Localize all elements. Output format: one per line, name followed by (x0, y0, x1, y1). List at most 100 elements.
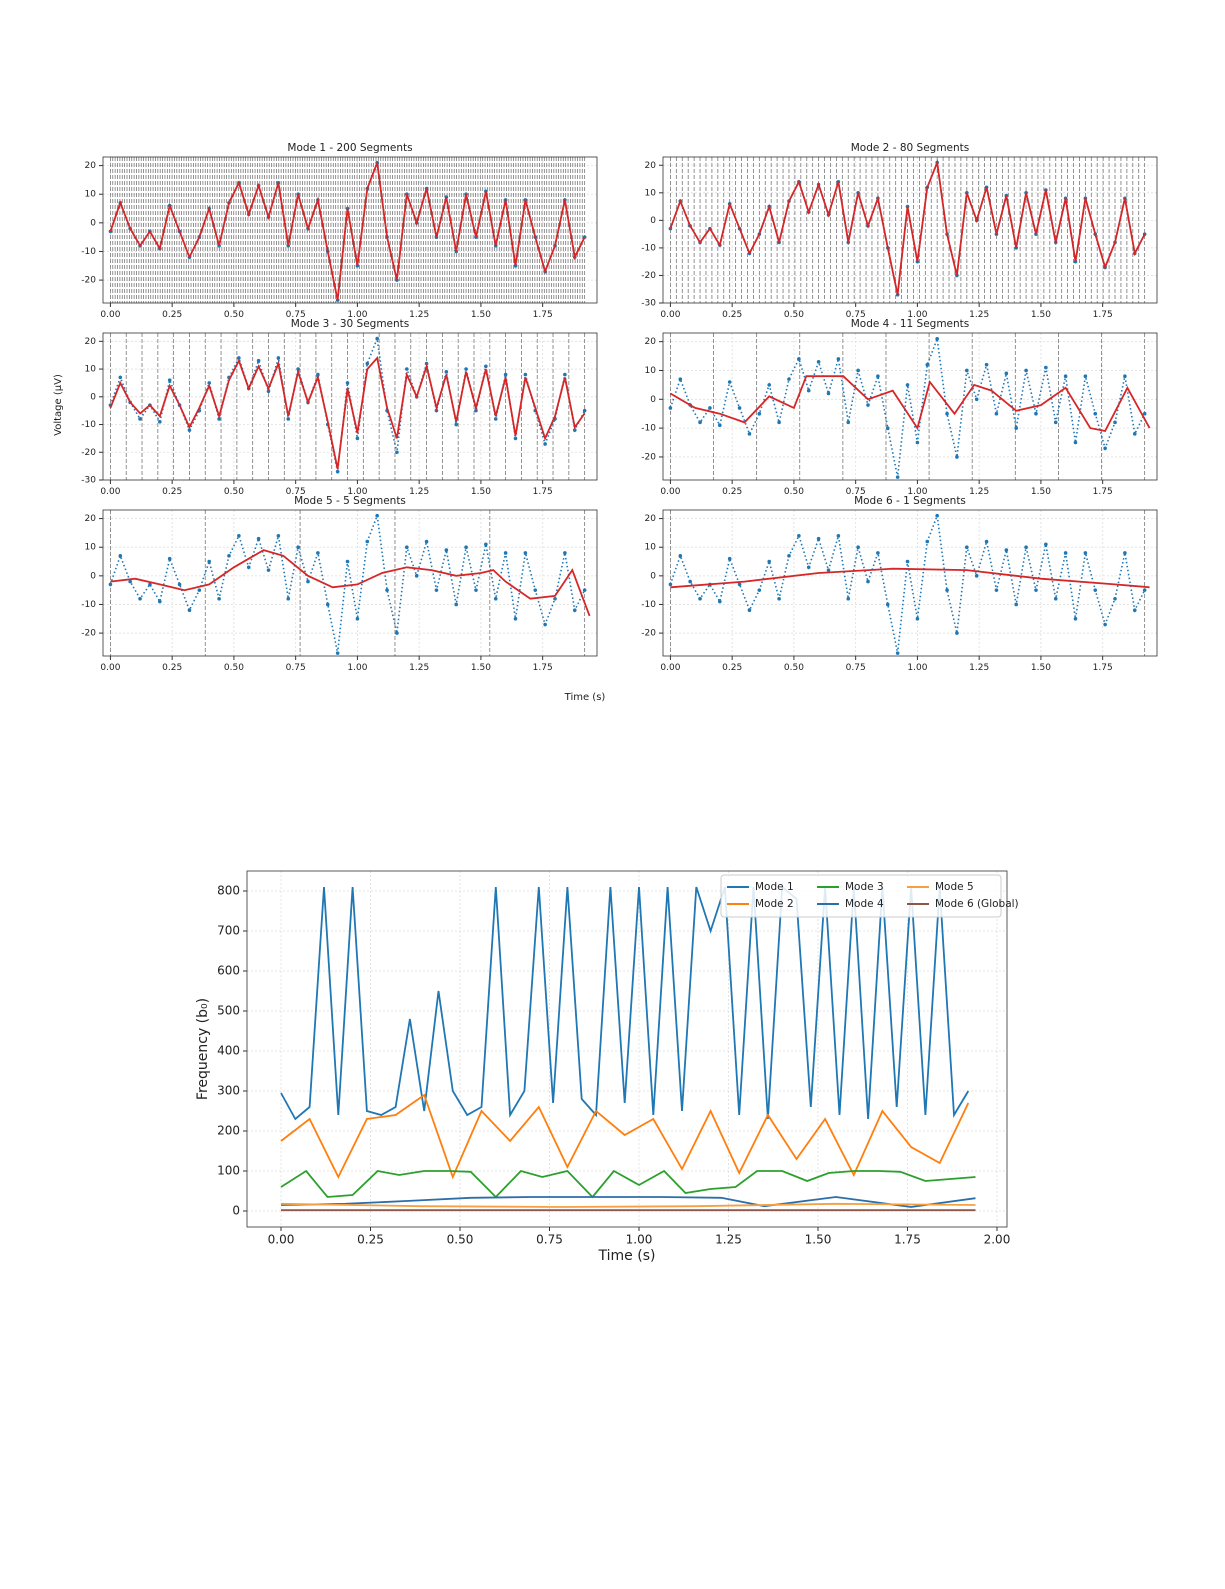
signal-point (464, 545, 468, 550)
signal-point (246, 565, 251, 570)
y-tick-label: 20 (645, 514, 657, 524)
y-tick-label: -20 (81, 276, 96, 286)
signal-point (915, 440, 920, 445)
x-tick-label: 0.50 (784, 663, 804, 673)
signal-point (582, 408, 587, 413)
panel-title: Mode 1 - 200 Segments (287, 142, 412, 154)
panel-title: Mode 3 - 30 Segments (291, 318, 410, 330)
y-tick-label: 100 (217, 1164, 240, 1178)
legend-label: Mode 2 (755, 898, 794, 910)
axes-frame (102, 156, 598, 304)
x-tick-label: 0.00 (100, 487, 120, 497)
signal-point (965, 545, 969, 550)
fit-line (109, 162, 586, 301)
x-tick-label: 1.00 (907, 310, 927, 320)
fit-line (669, 158, 1146, 295)
y-tick-label: 800 (217, 884, 240, 898)
series-line (280, 1093, 970, 1180)
signal-point (1024, 368, 1028, 373)
signal-point (974, 574, 979, 578)
series-line (280, 1196, 976, 1208)
x-tick-label: 0.00 (660, 310, 680, 320)
panel-title: Mode 5 - 5 Segments (294, 495, 406, 507)
signal-point (955, 455, 959, 459)
x-tick-label: 0.50 (224, 663, 244, 673)
x-tick-label: 0.25 (722, 663, 742, 673)
signal-point (1113, 420, 1117, 425)
x-tick-label: 1.00 (626, 1233, 653, 1247)
signal-point (678, 554, 683, 558)
signal-point (777, 420, 781, 425)
signal-point (876, 551, 880, 555)
y-tick-label: -30 (81, 476, 96, 486)
signal-point (1073, 616, 1078, 621)
signal-point (316, 372, 320, 377)
signal-point (866, 579, 870, 584)
signal-point (296, 545, 300, 550)
signal-point (806, 565, 811, 570)
signal-point (787, 377, 791, 381)
signal-point (286, 596, 291, 601)
signal-point (108, 582, 113, 587)
x-tick-label: 1.50 (1031, 310, 1051, 320)
axes-frame (102, 332, 598, 481)
signal-point (846, 420, 851, 425)
signal-point (227, 554, 231, 558)
x-tick-label: 1.25 (409, 310, 429, 320)
signal-point (1123, 551, 1127, 555)
y-tick-label: 0 (650, 395, 656, 405)
x-tick-label: 0.25 (162, 310, 182, 320)
signal-point (698, 420, 702, 425)
signal-point (424, 539, 429, 544)
signal-point (727, 380, 732, 384)
signal-point (316, 551, 320, 555)
legend-label: Mode 4 (845, 898, 884, 910)
signal-point (306, 579, 310, 584)
y-tick-label: 10 (645, 543, 657, 553)
signal-point (866, 403, 870, 407)
signal-point (747, 432, 752, 436)
signal-point (994, 588, 999, 592)
fit-line (110, 549, 591, 617)
x-tick-label: 0.75 (286, 663, 306, 673)
signal-point (935, 513, 939, 518)
signal-point (984, 362, 989, 367)
signal-point (856, 368, 860, 373)
signal-point (335, 651, 340, 655)
x-tick-label: 1.50 (471, 663, 491, 673)
signal-point (876, 374, 880, 379)
x-tick-label: 1.75 (1093, 310, 1113, 320)
signal-point (503, 372, 508, 377)
signal-point (256, 536, 261, 541)
signal-point (444, 370, 449, 374)
signal-point (582, 588, 587, 592)
x-tick-label: 0.00 (100, 663, 120, 673)
signal-point (1004, 371, 1009, 376)
signal-point (375, 513, 379, 518)
y-tick-label: 0 (232, 1204, 240, 1218)
signal-point (757, 411, 762, 416)
y-axis-label: Frequency (b₀) (195, 998, 211, 1100)
x-tick-label: 0.75 (846, 487, 866, 497)
y-tick-label: 500 (217, 1004, 240, 1018)
y-tick-label: 10 (645, 188, 657, 198)
signal-point (345, 559, 350, 564)
axes-frame (102, 509, 598, 657)
x-tick-label: 1.25 (969, 487, 989, 497)
signal-point (365, 361, 370, 366)
signal-point (1034, 588, 1038, 592)
signal-point (414, 574, 419, 578)
signal-point (905, 559, 910, 564)
fit-line (670, 567, 1150, 589)
signal-point (286, 417, 291, 421)
signal-point (1053, 420, 1058, 425)
x-tick-label: 1.50 (805, 1233, 832, 1247)
signal-point (148, 582, 152, 587)
signal-point (718, 423, 722, 428)
signal-point (128, 579, 132, 584)
signal-point (806, 388, 811, 393)
signal-point (1093, 411, 1098, 416)
x-tick-label: 1.75 (533, 663, 553, 673)
x-tick-label: 1.75 (533, 310, 553, 320)
axes-frame (662, 156, 1158, 304)
